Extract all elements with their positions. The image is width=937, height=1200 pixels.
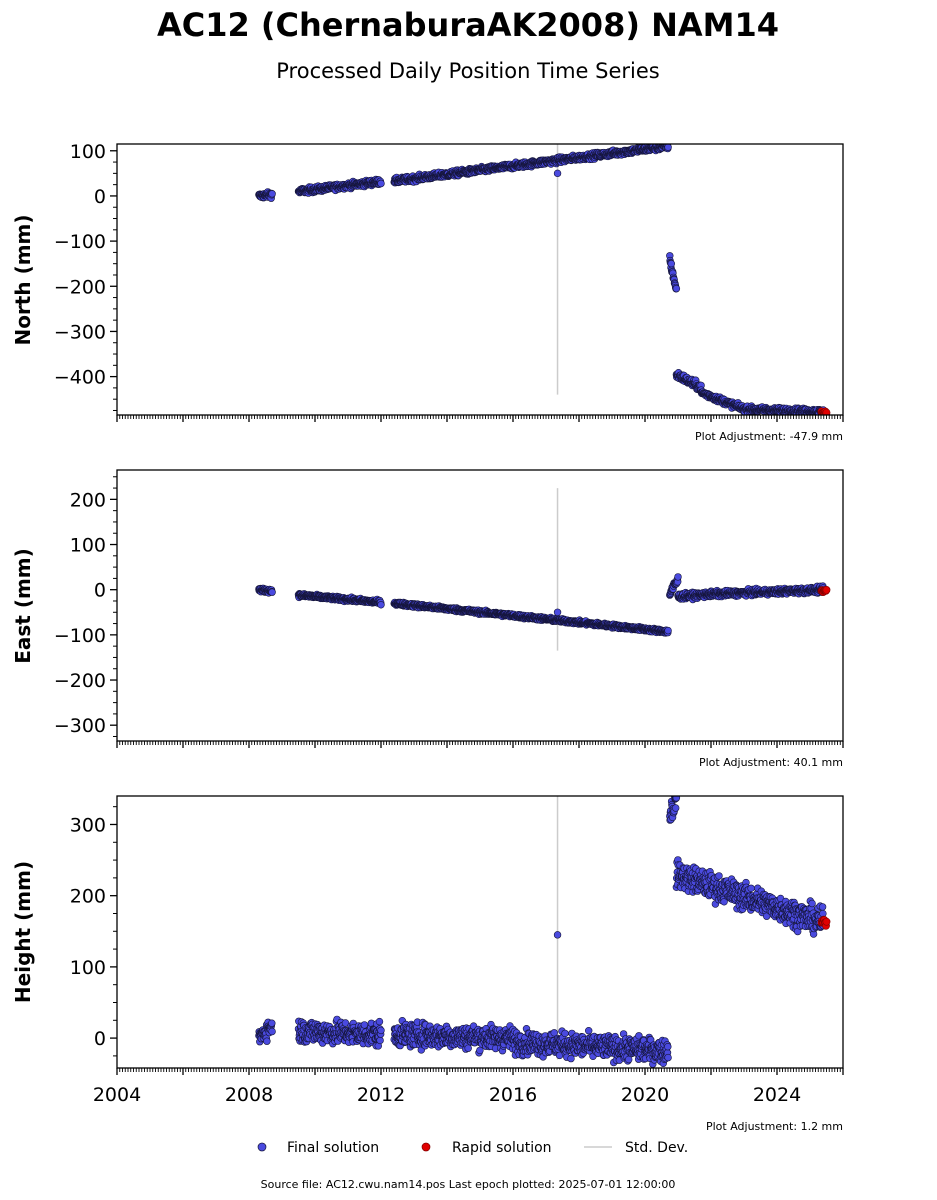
height-final-point — [263, 1037, 271, 1045]
east-rapid-point — [822, 586, 831, 594]
east-axes-frame — [116, 469, 844, 742]
height-axis-label: Height (mm) — [11, 861, 35, 1003]
north-final-point — [672, 284, 681, 293]
height-final-point — [360, 1021, 369, 1029]
north-rapid-point — [822, 408, 831, 415]
north-final-point — [664, 144, 672, 151]
north-plot-adjustment: Plot Adjustment: -47.9 mm — [695, 430, 843, 443]
chart-subtitle: Processed Daily Position Time Series — [276, 59, 660, 83]
east-final-point — [377, 601, 385, 609]
north-y-tick-label: −100 — [54, 231, 106, 253]
north-final-point — [667, 260, 675, 268]
north-final-point — [377, 179, 385, 188]
east-axis-label: East (mm) — [11, 548, 35, 664]
north-outlier-point — [553, 169, 562, 178]
north-panel: North (mm) Plot Adjustment: -47.9 mm 100… — [11, 141, 844, 443]
north-y-tick-label: −200 — [54, 276, 106, 298]
height-final-point — [476, 1046, 484, 1055]
east-x-axis — [116, 741, 844, 748]
east-y-tick-label: −100 — [54, 625, 106, 647]
east-y-tick-label: 200 — [70, 489, 106, 511]
height-final-series — [255, 796, 827, 1068]
north-axis-label: North (mm) — [11, 214, 35, 345]
height-final-point — [375, 1017, 384, 1026]
north-y-axis: 100 0 −100 −200 −300 −400 — [54, 141, 117, 411]
east-outlier-point — [553, 608, 562, 616]
north-rapid-series — [817, 407, 831, 415]
north-axes-frame — [116, 143, 844, 416]
north-y-tick-label: −400 — [54, 367, 106, 389]
north-x-axis — [116, 415, 844, 422]
east-panel: East (mm) Plot Adjustment: 40.1 mm 200 10… — [11, 469, 844, 769]
north-y-tick-label: −300 — [54, 321, 106, 343]
north-plot-area — [255, 144, 831, 415]
east-final-point — [664, 626, 672, 635]
east-final-point — [674, 573, 682, 581]
height-final-point — [464, 1044, 472, 1052]
east-y-tick-label: −300 — [54, 715, 106, 737]
east-y-tick-label: −200 — [54, 670, 106, 692]
height-panel: Height (mm) Plot Adjustment: 1.2 mm 3002… — [11, 795, 844, 1133]
east-y-tick-label: 0 — [94, 580, 106, 602]
east-y-tick-label: 100 — [70, 535, 106, 557]
chart-title: AC12 (ChernaburaAK2008) NAM14 — [157, 6, 779, 44]
height-final-point — [376, 1036, 384, 1045]
east-final-series — [255, 573, 827, 637]
height-plot-area — [255, 796, 831, 1068]
east-final-point — [268, 588, 276, 596]
north-y-tick-label: 0 — [94, 186, 106, 208]
east-plot-area — [255, 488, 831, 651]
height-final-point — [377, 1026, 385, 1035]
height-plot-adjustment: Plot Adjustment: 1.2 mm — [706, 1120, 843, 1133]
height-final-point — [268, 1019, 276, 1027]
east-plot-adjustment: Plot Adjustment: 40.1 mm — [699, 756, 843, 769]
north-y-tick-label: 100 — [70, 141, 106, 163]
east-y-axis: 200 100 0 −100 −200 −300 — [54, 476, 117, 737]
height-final-point — [268, 1027, 276, 1036]
north-final-point — [268, 190, 276, 198]
north-final-series — [255, 144, 827, 415]
